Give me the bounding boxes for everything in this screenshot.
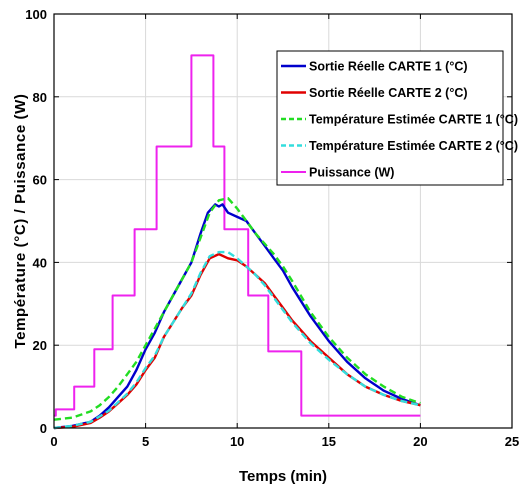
legend-entry: Température Estimée CARTE 2 (°C) <box>309 139 518 153</box>
legend: Sortie Réelle CARTE 1 (°C) Sortie Réelle … <box>276 50 518 186</box>
y-tick-label: 100 <box>25 7 47 22</box>
x-tick-label: 10 <box>230 434 244 449</box>
y-tick-label: 60 <box>33 173 47 188</box>
plot-frame <box>53 13 513 429</box>
y-axis-label: Température (°C) / Puissance (W) <box>12 94 29 349</box>
y-tick-label: 20 <box>33 338 47 353</box>
legend-box <box>276 50 504 186</box>
x-axis-label: Temps (min) <box>239 468 327 485</box>
series-line-3 <box>53 196 421 421</box>
y-tick-label: 80 <box>33 90 47 105</box>
x-tick-label: 20 <box>413 434 427 449</box>
x-tick-label: 0 <box>50 434 57 449</box>
series-line-1 <box>53 203 421 430</box>
x-tick-label: 15 <box>322 434 336 449</box>
legend-entry: Température Estimée CARTE 1 (°C) <box>309 113 518 127</box>
y-tick-label: 40 <box>33 255 47 270</box>
legend-entry: Sortie Réelle CARTE 2 (°C) <box>309 86 468 100</box>
legend-entry: Puissance (W) <box>309 166 394 180</box>
x-tick-label: 5 <box>142 434 149 449</box>
series-line-5 <box>54 54 421 417</box>
series-line-4 <box>53 250 421 430</box>
x-tick-label: 25 <box>505 434 519 449</box>
ticks: 0 5 10 15 20 25 0 20 40 60 80 100 <box>25 7 519 449</box>
series-lines <box>53 54 421 430</box>
y-tick-label: 0 <box>40 421 47 436</box>
legend-entry: Sortie Réelle CARTE 1 (°C) <box>309 60 468 74</box>
